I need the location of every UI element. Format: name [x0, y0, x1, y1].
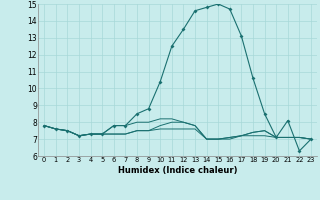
X-axis label: Humidex (Indice chaleur): Humidex (Indice chaleur) [118, 166, 237, 175]
